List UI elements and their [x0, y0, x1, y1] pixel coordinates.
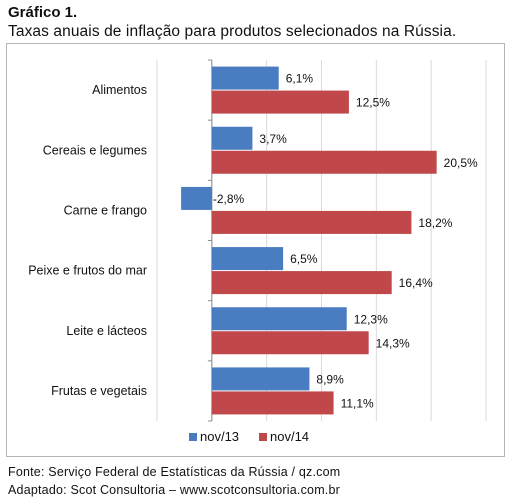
- category-label: Alimentos: [92, 83, 147, 97]
- bar-nov14: [211, 90, 349, 114]
- bar-chart: Alimentos 6,1% 12,5% Cereais e legumes 3,7% 2…: [28, 59, 487, 444]
- data-label: 8,9%: [316, 372, 344, 386]
- data-label: -2,8%: [213, 192, 245, 206]
- data-label: 3,7%: [259, 132, 287, 146]
- chart-area: Alimentos 6,1% 12,5% Cereais e legumes 3,7% 2…: [6, 43, 505, 457]
- legend-label-nov14: nov/14: [270, 429, 309, 444]
- bar-nov14: [211, 331, 369, 355]
- bar-nov13: [211, 247, 284, 271]
- category-label: Carne e frango: [64, 203, 147, 217]
- legend-swatch-nov13: [189, 433, 197, 441]
- legend-swatch-nov14: [259, 433, 267, 441]
- figure-label: Gráfico 1.: [8, 4, 78, 21]
- legend-label-nov13: nov/13: [200, 429, 239, 444]
- bar-nov13: [181, 186, 212, 210]
- source-line: Fonte: Serviço Federal de Estatísticas d…: [8, 465, 341, 479]
- data-label: 14,3%: [376, 336, 410, 350]
- figure-heading: Gráfico 1. Taxas anuais de inflação para…: [8, 4, 508, 41]
- data-label: 6,5%: [290, 252, 318, 266]
- bar-nov13: [211, 307, 347, 331]
- data-label: 18,2%: [418, 216, 452, 230]
- data-label: 12,5%: [356, 96, 390, 110]
- bar-nov13: [211, 126, 253, 150]
- category-label: Leite e lácteos: [66, 324, 147, 338]
- bar-nov14: [211, 391, 334, 415]
- chart-title: Taxas anuais de inflação para produtos s…: [8, 23, 457, 40]
- bar-nov14: [211, 210, 412, 234]
- category-label: Peixe e frutos do mar: [28, 264, 147, 278]
- bar-nov14: [211, 271, 392, 295]
- bar-nov13: [211, 367, 310, 391]
- category-label: Cereais e legumes: [43, 143, 147, 157]
- adaptation-line: Adaptado: Scot Consultoria – www.scotcon…: [8, 483, 340, 497]
- bar-nov14: [211, 150, 437, 174]
- category-label: Frutas e vegetais: [51, 384, 147, 398]
- bar-nov13: [211, 66, 279, 90]
- data-label: 6,1%: [286, 72, 314, 86]
- data-label: 20,5%: [444, 156, 478, 170]
- data-label: 11,1%: [341, 396, 374, 410]
- source-notes: Fonte: Serviço Federal de Estatísticas d…: [8, 463, 340, 499]
- data-label: 12,3%: [354, 312, 388, 326]
- data-label: 16,4%: [399, 276, 433, 290]
